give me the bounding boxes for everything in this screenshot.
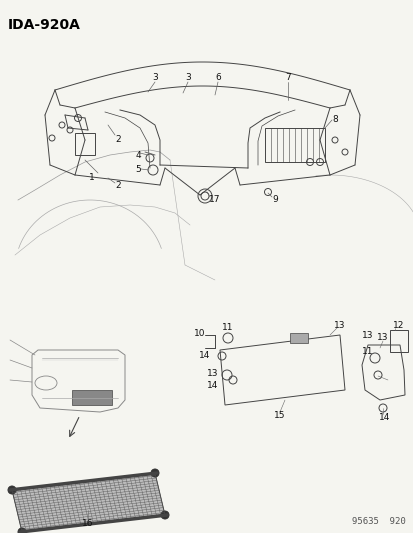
- Text: 14: 14: [378, 414, 390, 423]
- Bar: [289, 333, 307, 343]
- Text: 13: 13: [376, 334, 388, 343]
- Text: 2: 2: [115, 181, 121, 190]
- Text: 12: 12: [392, 321, 404, 330]
- Circle shape: [151, 469, 159, 477]
- Text: 2: 2: [115, 135, 121, 144]
- Bar: [72, 390, 112, 405]
- Text: 4: 4: [135, 150, 140, 159]
- Text: 10: 10: [194, 328, 205, 337]
- Text: 15: 15: [273, 410, 285, 419]
- Bar: [75, 133, 95, 155]
- Text: 7: 7: [285, 74, 290, 83]
- Polygon shape: [12, 473, 165, 532]
- Text: 13: 13: [361, 332, 373, 341]
- Text: 16: 16: [82, 520, 93, 529]
- Text: 8: 8: [331, 116, 337, 125]
- Text: 3: 3: [152, 74, 157, 83]
- Text: 13: 13: [207, 368, 218, 377]
- Text: 14: 14: [199, 351, 210, 359]
- Text: 13: 13: [333, 320, 345, 329]
- Bar: [264, 128, 324, 162]
- Text: 14: 14: [207, 381, 218, 390]
- Circle shape: [18, 528, 26, 533]
- Text: 17: 17: [209, 196, 220, 205]
- Circle shape: [161, 511, 169, 519]
- Text: 11: 11: [361, 348, 373, 357]
- Bar: [389, 330, 407, 352]
- Text: 3: 3: [185, 74, 190, 83]
- Text: 95635  920: 95635 920: [351, 517, 405, 526]
- Circle shape: [8, 486, 16, 494]
- Text: 9: 9: [271, 196, 277, 205]
- Text: 1: 1: [89, 174, 95, 182]
- Text: IDA-920A: IDA-920A: [8, 18, 81, 32]
- Text: 11: 11: [222, 324, 233, 333]
- Text: 6: 6: [215, 74, 221, 83]
- Text: 5: 5: [135, 166, 140, 174]
